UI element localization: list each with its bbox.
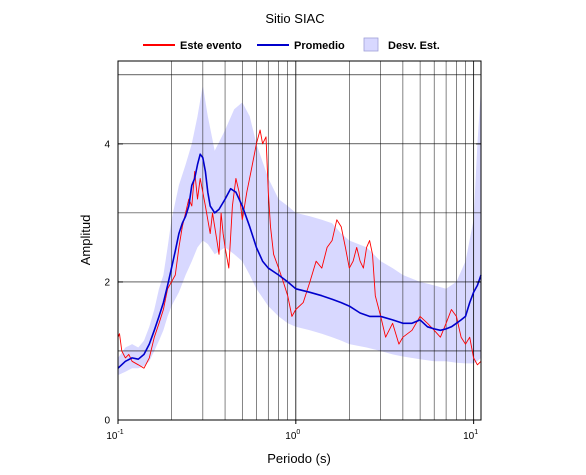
x-tick-label: 101	[463, 429, 478, 442]
legend-label: Este evento	[180, 40, 242, 52]
x-axis-title: Periodo (s)	[267, 451, 331, 466]
plot-frame	[117, 60, 482, 421]
y-axis-title: Amplitud	[78, 215, 93, 266]
legend-label: Promedio	[294, 40, 345, 52]
series-line-este-evento	[117, 129, 482, 369]
x-tick-label: 10-1	[106, 429, 123, 442]
chart-title: Sitio SIAC	[265, 11, 324, 26]
legend-swatch	[363, 37, 379, 52]
y-tick-label: 4	[104, 139, 110, 150]
legend: Este evento Promedio Desv. Est.	[143, 37, 440, 52]
series-layer	[117, 129, 482, 369]
legend-label: Desv. Est.	[388, 40, 440, 52]
std-dev-band	[118, 85, 481, 376]
series-line-promedio	[117, 153, 482, 369]
y-tick-label: 2	[104, 277, 110, 288]
std-dev-band-layer	[118, 85, 481, 376]
legend-item-promedio: Promedio	[257, 40, 345, 52]
legend-item-este-evento: Este evento	[143, 40, 242, 52]
legend-item-desv-est: Desv. Est.	[363, 37, 440, 52]
x-tick-label: 100	[285, 429, 300, 442]
y-tick-label: 0	[104, 416, 110, 427]
